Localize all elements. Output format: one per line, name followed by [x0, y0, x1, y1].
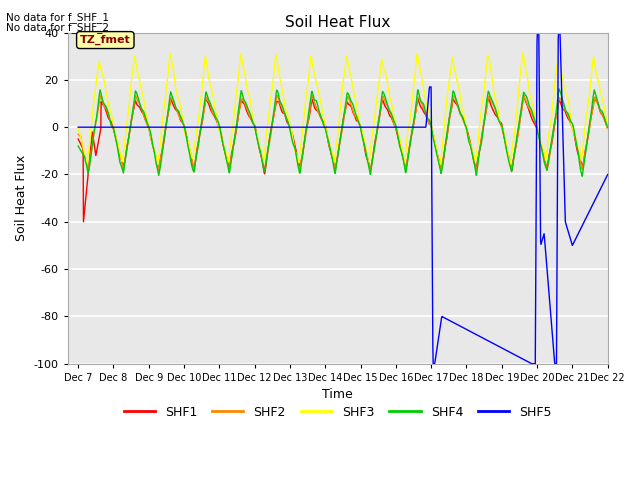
Line: SHF2: SHF2	[78, 95, 608, 170]
SHF2	[320, 121, 328, 127]
SHF3	[604, 127, 612, 132]
SHF4	[604, 125, 612, 131]
SHF2	[604, 127, 612, 132]
SHF2	[116, 149, 124, 155]
SHF3	[74, 125, 82, 131]
SHF3	[299, 126, 307, 132]
Y-axis label: Soil Heat Flux: Soil Heat Flux	[15, 155, 28, 241]
SHF3	[319, 113, 327, 119]
SHF4	[137, 104, 145, 109]
SHF5	[299, 124, 307, 130]
SHF3	[376, 76, 383, 82]
SHF4	[299, 150, 307, 156]
SHF4	[555, 86, 563, 92]
Line: SHF4: SHF4	[78, 89, 608, 176]
Text: No data for f_SHF_2: No data for f_SHF_2	[6, 22, 109, 33]
SHF1	[79, 219, 87, 225]
SHF3	[519, 50, 527, 56]
SHF4	[579, 173, 586, 179]
SHF2	[84, 168, 92, 173]
SHF3	[115, 146, 123, 152]
SHF4	[310, 95, 317, 101]
SHF1	[137, 108, 145, 113]
SHF1	[310, 103, 318, 109]
SHF4	[74, 143, 82, 149]
SHF2	[74, 132, 82, 137]
SHF1	[116, 151, 124, 157]
SHF1	[520, 93, 527, 98]
Line: SHF1: SHF1	[78, 96, 608, 222]
SHF5	[604, 172, 612, 178]
SHF3	[310, 68, 317, 73]
SHF5	[115, 124, 123, 130]
SHF5	[534, 30, 541, 36]
SHF2	[137, 104, 145, 110]
Title: Soil Heat Flux: Soil Heat Flux	[285, 15, 390, 30]
SHF5	[74, 124, 82, 130]
Text: No data for f_SHF_1: No data for f_SHF_1	[6, 12, 109, 23]
SHF3	[436, 162, 444, 168]
SHF4	[376, 112, 383, 118]
SHF4	[115, 156, 123, 161]
Line: SHF3: SHF3	[78, 53, 608, 165]
SHF5	[429, 361, 437, 367]
Line: SHF5: SHF5	[78, 33, 608, 364]
SHF1	[74, 136, 82, 142]
SHF5	[137, 124, 145, 130]
SHF1	[320, 120, 328, 125]
SHF1	[300, 148, 307, 154]
SHF2	[273, 92, 281, 98]
Text: TZ_fmet: TZ_fmet	[80, 35, 131, 45]
SHF2	[310, 99, 318, 105]
SHF1	[376, 111, 384, 117]
SHF1	[604, 126, 612, 132]
SHF2	[376, 109, 384, 115]
X-axis label: Time: Time	[323, 388, 353, 401]
SHF4	[319, 121, 327, 127]
Legend: SHF1, SHF2, SHF3, SHF4, SHF5: SHF1, SHF2, SHF3, SHF4, SHF5	[118, 401, 557, 424]
SHF5	[319, 124, 327, 130]
SHF2	[300, 145, 307, 151]
SHF5	[376, 124, 383, 130]
SHF3	[137, 84, 145, 89]
SHF5	[310, 124, 317, 130]
